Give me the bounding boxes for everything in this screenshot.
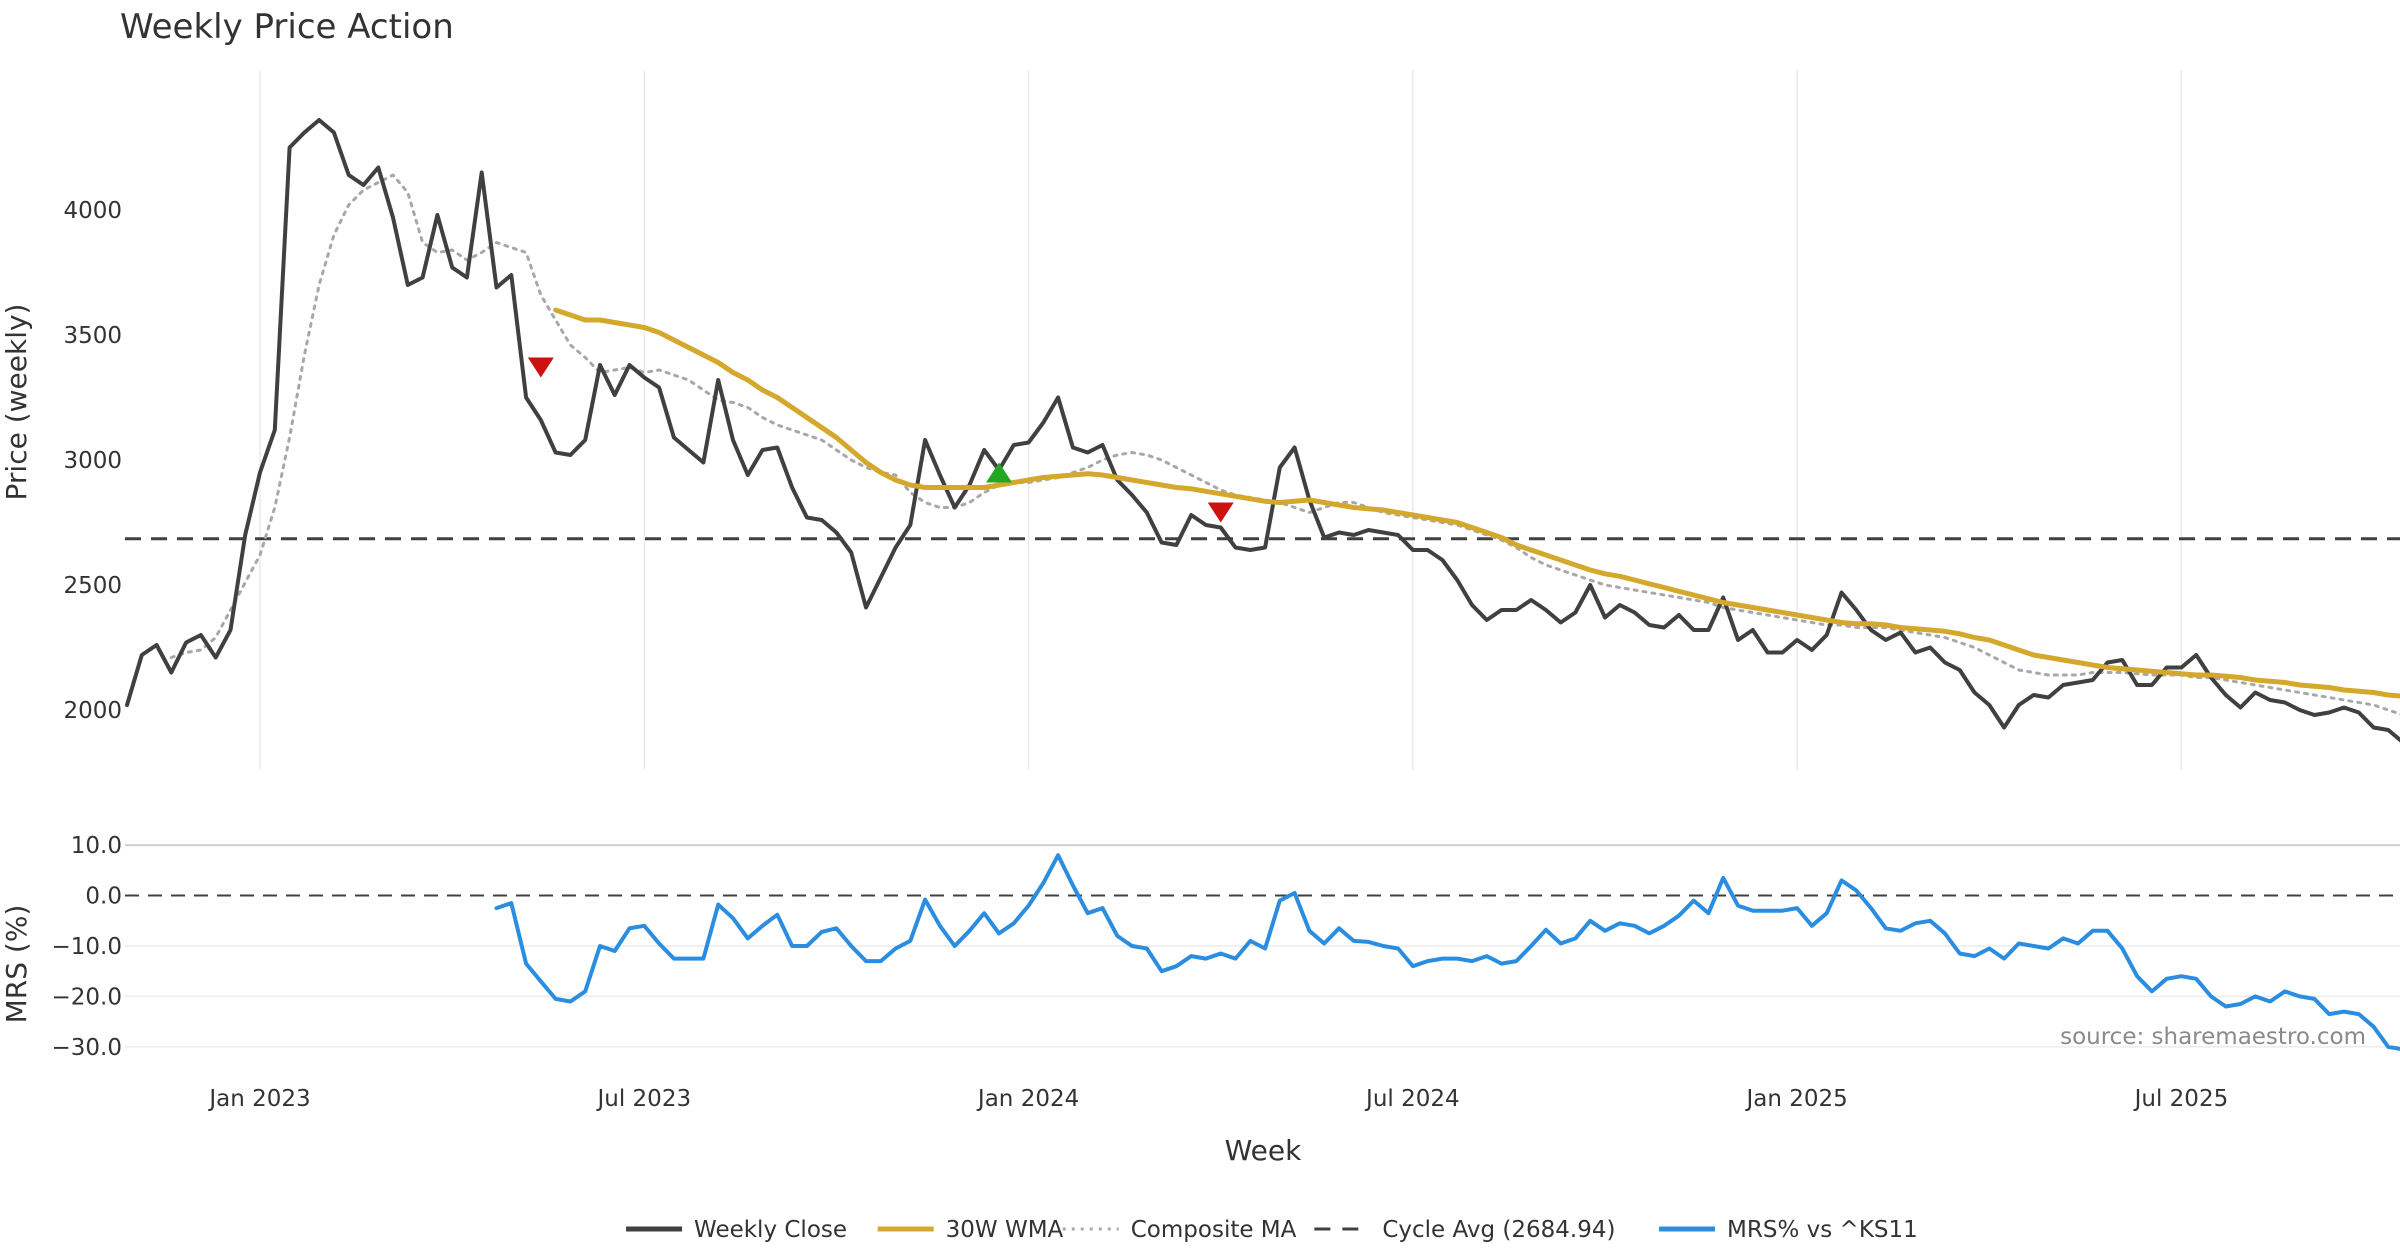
x-tick-jan-2023: Jan 2023	[207, 1086, 310, 1112]
series-mrs-vs-ks11	[494, 853, 2400, 1051]
source-note: source: sharemaestro.com	[2060, 1024, 2366, 1050]
mrs-tick--30: −30.0	[52, 1035, 122, 1061]
series-30w-wma	[553, 307, 2400, 699]
legend-label-30w-wma: 30W WMA	[946, 1217, 1064, 1243]
price-y-axis-label: Price (weekly)	[0, 304, 33, 501]
sell-signal-1	[527, 357, 554, 378]
legend-label-composite-ma: Composite MA	[1131, 1217, 1297, 1243]
legend-item-weekly-close: Weekly Close	[626, 1217, 847, 1243]
legend-label-mrs-vs-ks11: MRS% vs ^KS11	[1727, 1217, 1918, 1243]
price-tick-3500: 3500	[63, 323, 122, 349]
x-axis-label: Week	[1225, 1134, 1302, 1167]
mrs-y-axis-label: MRS (%)	[0, 905, 33, 1024]
mrs-tick--10: −10.0	[52, 934, 122, 960]
legend-label-cycle-avg-2684-94: Cycle Avg (2684.94)	[1382, 1217, 1615, 1243]
legend-label-weekly-close: Weekly Close	[694, 1217, 847, 1243]
chart-title: Weekly Price Action	[120, 7, 454, 47]
sell-signal-2	[1207, 502, 1234, 523]
legend-item-cycle-avg-2684-94: Cycle Avg (2684.94)	[1314, 1217, 1615, 1243]
mrs-tick-0: 0.0	[85, 884, 122, 910]
price-panel: 2000 2500 3000 3500 4000	[63, 118, 2400, 743]
gridlines	[259, 70, 2183, 770]
price-tick-2000: 2000	[63, 698, 122, 724]
mrs-tick--20: −20.0	[52, 984, 122, 1010]
legend: Weekly Close 30W WMA Composite MA Cycle Avg…	[626, 1217, 1918, 1243]
price-tick-4000: 4000	[63, 198, 122, 224]
x-axis: Jan 2023 Jul 2023 Jan 2024 Jul 2024 Jan 2025…	[207, 1086, 2228, 1112]
x-tick-jul-2025: Jul 2025	[2133, 1086, 2229, 1112]
x-tick-jul-2023: Jul 2023	[595, 1086, 691, 1112]
series-composite-ma	[169, 173, 2400, 716]
mrs-tick-10: 10.0	[71, 833, 122, 859]
legend-item-mrs-vs-ks11: MRS% vs ^KS11	[1659, 1217, 1918, 1243]
x-tick-jan-2024: Jan 2024	[976, 1086, 1079, 1112]
series-weekly-close	[125, 118, 2400, 743]
x-tick-jan-2025: Jan 2025	[1744, 1086, 1847, 1112]
legend-item-composite-ma: Composite MA	[1062, 1217, 1297, 1243]
mrs-panel: 10.0 0.0 −10.0 −20.0 −30.0	[52, 833, 2400, 1061]
price-tick-3000: 3000	[63, 448, 122, 474]
x-tick-jul-2024: Jul 2024	[1364, 1086, 1460, 1112]
legend-item-30w-wma: 30W WMA	[877, 1217, 1064, 1243]
price-tick-2500: 2500	[63, 573, 122, 599]
buy-signal-1	[986, 462, 1013, 483]
